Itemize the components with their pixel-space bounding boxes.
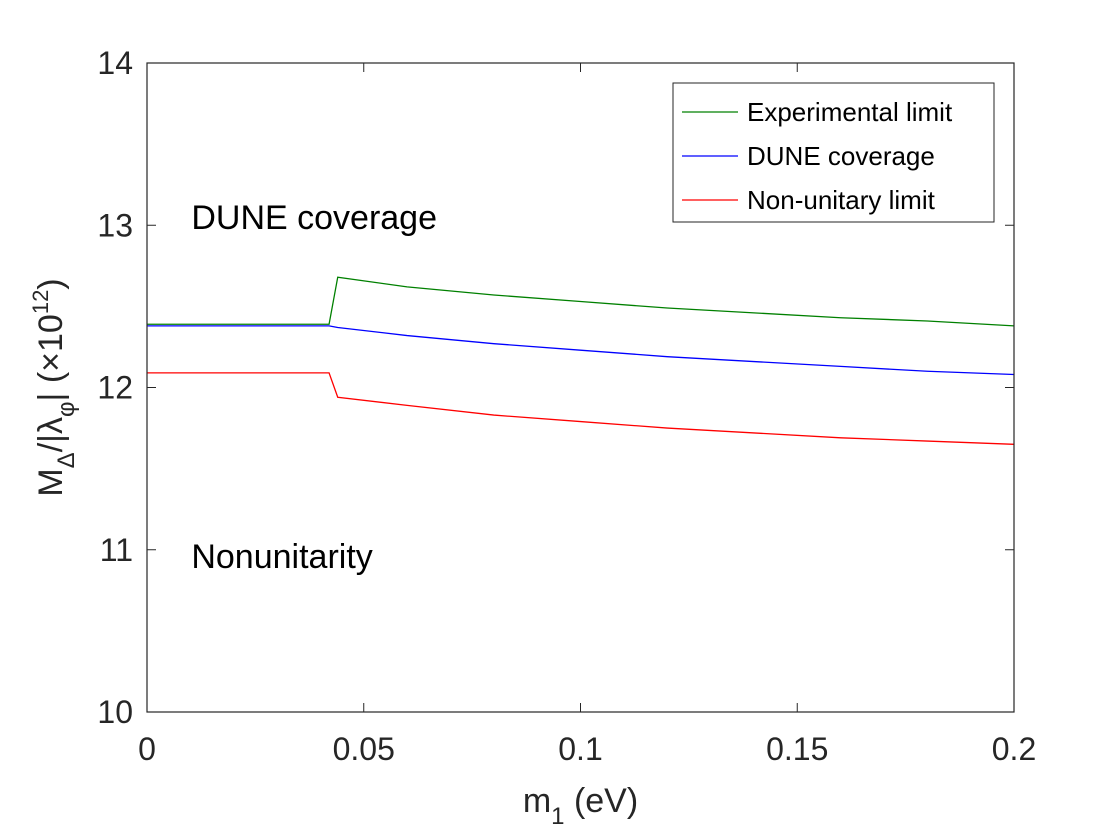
y-axis-label-part: M — [32, 468, 70, 496]
annotations: DUNE coverage Nonunitarity — [191, 199, 437, 576]
legend-label: Non-unitary limit — [747, 185, 936, 215]
y-axis-label-part: | (×10 — [32, 314, 70, 401]
x-tick-label: 0 — [138, 731, 156, 767]
y-tick-label: 11 — [100, 532, 133, 568]
annotation-text: Nonunitarity — [191, 538, 372, 576]
axis-labels: m1 (eV)MΔ/|λφ| (×1012) — [28, 278, 638, 830]
x-axis-label-main: m — [523, 782, 551, 820]
series-line-non-unitary-limit — [147, 372, 1015, 445]
x-axis-label-sub: 1 — [551, 803, 564, 830]
y-tick-label: 10 — [97, 694, 133, 730]
annotation-text: DUNE coverage — [191, 199, 437, 237]
x-tick-label: 0.2 — [992, 731, 1036, 767]
series-line-experimental-limit — [147, 276, 1015, 327]
y-axis-label-part: 12 — [28, 290, 53, 314]
y-axis-label-part: φ — [53, 401, 80, 417]
y-axis-label: MΔ/|λφ| (×1012) — [28, 278, 80, 496]
y-axis-label-part: Δ — [53, 452, 80, 468]
y-tick-label: 12 — [97, 370, 133, 406]
y-tick-label: 13 — [97, 207, 133, 243]
axes: 0 0.05 0.1 0.15 0.2 10 11 12 13 14 — [97, 45, 1036, 767]
x-tick-label: 0.15 — [766, 731, 828, 767]
legend-label: DUNE coverage — [747, 141, 935, 171]
legend-box — [672, 82, 995, 223]
y-axis-label-part: ) — [32, 278, 70, 289]
series-layer — [147, 276, 1015, 445]
legend: Experimental limit DUNE coverage Non-unita… — [672, 82, 995, 223]
y-axis-label-part: /|λ — [32, 417, 70, 452]
x-axis-label-unit: (eV) — [565, 782, 639, 820]
x-axis-label: m1 (eV) — [523, 782, 638, 830]
x-tick-label: 0.05 — [333, 731, 395, 767]
x-tick-label: 0.1 — [558, 731, 602, 767]
y-tick-label: 14 — [97, 45, 133, 81]
series-line-dune-coverage — [147, 325, 1015, 376]
legend-label: Experimental limit — [747, 97, 953, 127]
